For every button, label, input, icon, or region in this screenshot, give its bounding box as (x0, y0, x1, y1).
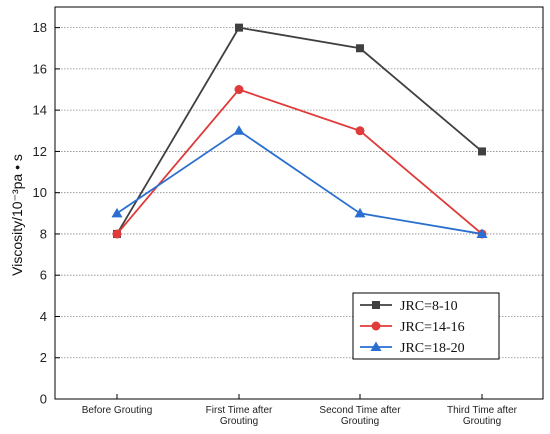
legend-label: JRC=14-16 (400, 320, 465, 335)
data-point (478, 147, 486, 156)
y-tick-label: 18 (33, 20, 47, 35)
legend: JRC=8-10 JRC=14-16 JRC=18-20 (352, 292, 500, 360)
x-tick-label: First Time after Grouting (206, 405, 273, 427)
series-layer (111, 23, 488, 239)
y-tick-label: 12 (33, 144, 47, 159)
legend-marker (370, 341, 382, 351)
data-point (235, 23, 243, 32)
series-square (113, 23, 486, 238)
plot-frame (54, 6, 544, 400)
y-tick-label: 4 (40, 309, 47, 324)
series-line (116, 129, 483, 235)
legend-entry: JRC=14-16 (360, 320, 465, 335)
data-point (111, 207, 123, 218)
y-tick-label: 16 (33, 61, 47, 76)
x-tick-label: Second Time after Grouting (319, 405, 401, 427)
x-tick-label: Before Grouting (82, 405, 153, 416)
legend-label: JRC=18-20 (400, 341, 465, 356)
x-axis-ticks: Before Grouting First Time after Grouting S… (82, 394, 518, 427)
legend-marker (371, 321, 381, 331)
data-point (355, 126, 365, 136)
y-axis-ticks: 0 2 4 6 8 10 12 14 16 18 (33, 20, 60, 407)
data-point (112, 229, 122, 239)
y-tick-label: 10 (33, 185, 47, 200)
data-point (356, 44, 364, 53)
data-point (233, 125, 245, 135)
series-triangle (111, 125, 488, 238)
y-axis-label: Viscosity/10⁻³pa • s (9, 154, 25, 276)
legend-entry: JRC=18-20 (360, 341, 465, 356)
legend-entry: JRC=8-10 (360, 299, 458, 314)
y-tick-label: 6 (40, 268, 47, 283)
series-line (116, 88, 483, 235)
y-tick-label: 14 (33, 103, 47, 118)
y-tick-label: 0 (40, 392, 47, 407)
data-point (476, 228, 488, 238)
legend-label: JRC=8-10 (400, 299, 458, 314)
data-point (354, 207, 366, 218)
x-tick-label: Third Time after Grouting (447, 405, 518, 427)
y-tick-label: 2 (40, 350, 47, 365)
legend-marker (372, 301, 380, 309)
data-point (234, 85, 244, 95)
series-line (116, 26, 483, 235)
y-tick-label: 8 (40, 226, 47, 241)
